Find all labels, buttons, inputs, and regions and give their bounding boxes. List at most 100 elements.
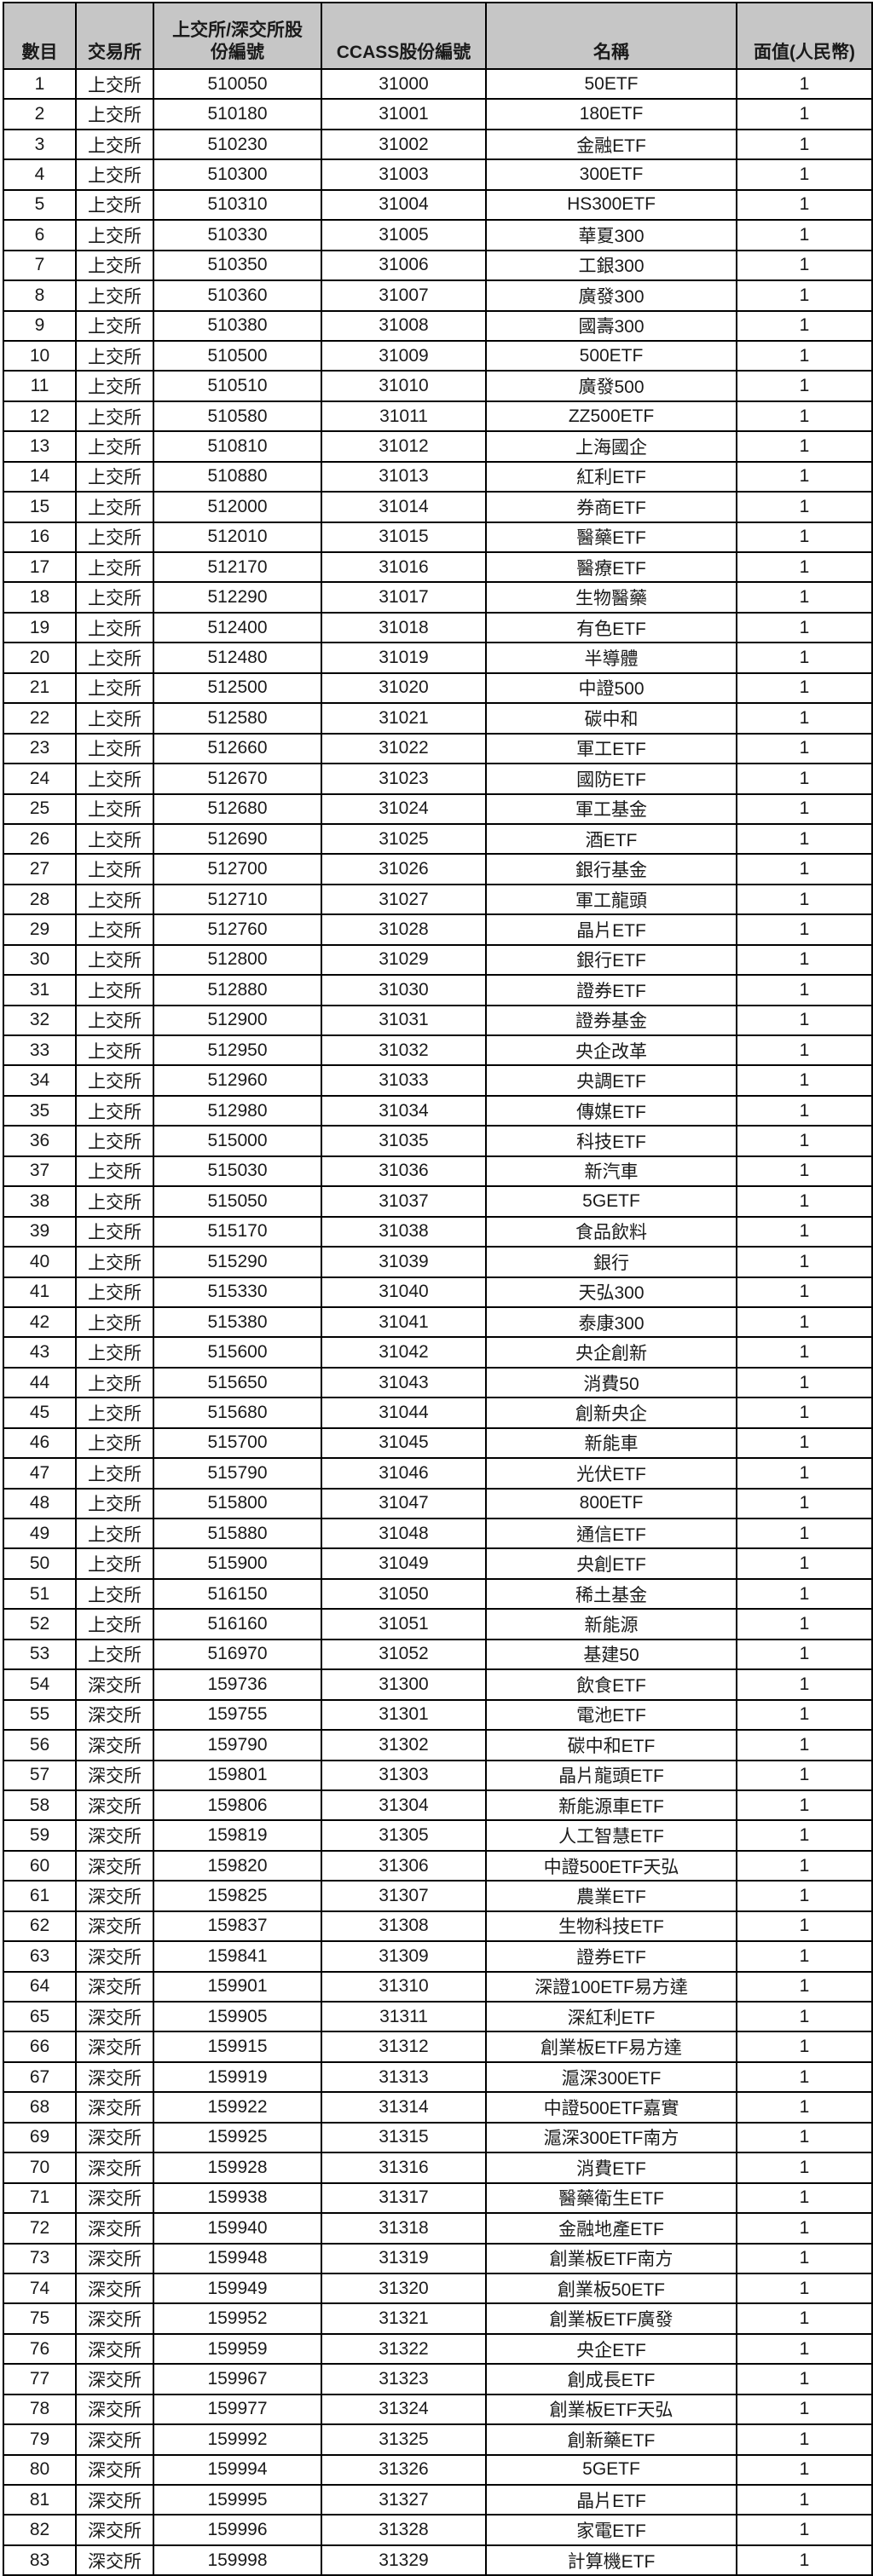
cell-stock-code: 159820 (153, 1849, 322, 1882)
cell-par-value: 1 (736, 702, 873, 735)
cell-number: 22 (3, 702, 77, 735)
cell-ccass-code: 31007 (321, 279, 487, 312)
cell-ccass-code: 31011 (321, 400, 487, 433)
cell-par-value: 1 (736, 1426, 873, 1460)
cell-ccass-code: 31023 (321, 763, 487, 795)
cell-number: 19 (3, 611, 77, 644)
cell-exchange: 上交所 (75, 702, 154, 735)
table-row: 61 深交所 159825 31307 農業ETF 1 (3, 1880, 873, 1912)
cell-name: 深證100ETF易方達 (485, 1970, 737, 2003)
cell-stock-code: 512580 (153, 702, 322, 735)
table-row: 16 上交所 512010 31015 醫藥ETF 1 (3, 521, 873, 554)
table-row: 49 上交所 515880 31048 通信ETF 1 (3, 1517, 873, 1550)
cell-number: 1 (3, 67, 77, 101)
cell-par-value: 1 (736, 1397, 873, 1429)
cell-stock-code: 515600 (153, 1336, 322, 1369)
cell-par-value: 1 (736, 1246, 873, 1278)
cell-name: 國壽300 (485, 309, 737, 342)
cell-name: 碳中和 (485, 702, 737, 735)
cell-exchange: 上交所 (75, 1064, 154, 1097)
cell-ccass-code: 31017 (321, 581, 487, 614)
table-row: 41 上交所 515330 31040 天弘300 1 (3, 1276, 873, 1308)
table-row: 74 深交所 159949 31320 創業板50ETF 1 (3, 2272, 873, 2305)
cell-stock-code: 510050 (153, 67, 322, 101)
cell-stock-code: 515700 (153, 1426, 322, 1460)
cell-stock-code: 159925 (153, 2121, 322, 2154)
table-row: 48 上交所 515800 31047 800ETF 1 (3, 1487, 873, 1520)
table-row: 70 深交所 159928 31316 消費ETF 1 (3, 2152, 873, 2184)
cell-stock-code: 515000 (153, 1125, 322, 1157)
cell-ccass-code: 31048 (321, 1517, 487, 1550)
cell-stock-code: 515290 (153, 1246, 322, 1278)
table-row: 66 深交所 159915 31312 創業板ETF易方達 1 (3, 2031, 873, 2063)
cell-ccass-code: 31322 (321, 2332, 487, 2366)
cell-number: 23 (3, 732, 77, 765)
cell-par-value: 1 (736, 763, 873, 795)
cell-name: 工銀300 (485, 249, 737, 282)
table-row: 73 深交所 159948 31319 創業板ETF南方 1 (3, 2242, 873, 2274)
cell-stock-code: 510330 (153, 219, 322, 251)
cell-ccass-code: 31050 (321, 1577, 487, 1611)
cell-stock-code: 159919 (153, 2060, 322, 2094)
table-body: 1 上交所 510050 31000 50ETF 1 2 上交所 510180 31001 180E… (3, 67, 873, 2576)
cell-name: 創成長ETF (485, 2363, 737, 2395)
cell-exchange: 上交所 (75, 1517, 154, 1550)
cell-par-value: 1 (736, 1940, 873, 1973)
cell-stock-code: 510300 (153, 158, 322, 191)
cell-name: HS300ETF (485, 188, 737, 222)
cell-name: 傳媒ETF (485, 1094, 737, 1127)
cell-par-value: 1 (736, 792, 873, 825)
table-row: 22 上交所 512580 31021 碳中和 1 (3, 702, 873, 735)
cell-name: 半導體 (485, 642, 737, 674)
table-row: 27 上交所 512700 31026 銀行基金 1 (3, 853, 873, 885)
cell-ccass-code: 31033 (321, 1064, 487, 1097)
cell-name: 電池ETF (485, 1698, 737, 1732)
cell-number: 51 (3, 1577, 77, 1611)
table-row: 26 上交所 512690 31025 酒ETF 1 (3, 822, 873, 856)
cell-stock-code: 510350 (153, 249, 322, 282)
cell-exchange: 深交所 (75, 2332, 154, 2366)
column-header-2: 上交所/深交所股 份編號 (153, 2, 322, 70)
cell-exchange: 上交所 (75, 98, 154, 130)
cell-number: 67 (3, 2060, 77, 2094)
table-row: 53 上交所 516970 31052 基建50 1 (3, 1638, 873, 1671)
cell-number: 63 (3, 1940, 77, 1973)
cell-exchange: 深交所 (75, 1698, 154, 1732)
cell-exchange: 深交所 (75, 1970, 154, 2003)
cell-ccass-code: 31038 (321, 1215, 487, 1248)
table-row: 18 上交所 512290 31017 生物醫藥 1 (3, 581, 873, 614)
cell-par-value: 1 (736, 339, 873, 372)
cell-name: 消費ETF (485, 2152, 737, 2184)
cell-number: 61 (3, 1880, 77, 1912)
cell-par-value: 1 (736, 913, 873, 946)
cell-exchange: 上交所 (75, 732, 154, 765)
cell-number: 79 (3, 2423, 77, 2456)
cell-name: 新能源車ETF (485, 1789, 737, 1822)
cell-stock-code: 510810 (153, 430, 322, 463)
cell-number: 46 (3, 1426, 77, 1460)
table-row: 37 上交所 515030 31036 新汽車 1 (3, 1155, 873, 1188)
cell-name: 銀行基金 (485, 853, 737, 885)
table-row: 57 深交所 159801 31303 晶片龍頭ETF 1 (3, 1759, 873, 1791)
cell-par-value: 1 (736, 1517, 873, 1550)
cell-par-value: 1 (736, 1910, 873, 1943)
cell-par-value: 1 (736, 370, 873, 402)
cell-stock-code: 159736 (153, 1668, 322, 1701)
table-row: 67 深交所 159919 31313 滬深300ETF 1 (3, 2060, 873, 2094)
cell-name: 中證500ETF天弘 (485, 1849, 737, 1882)
cell-number: 59 (3, 1819, 77, 1852)
cell-ccass-code: 31046 (321, 1457, 487, 1490)
cell-stock-code: 159940 (153, 2212, 322, 2245)
cell-number: 60 (3, 1849, 77, 1882)
cell-exchange: 上交所 (75, 521, 154, 554)
cell-exchange: 深交所 (75, 2363, 154, 2395)
cell-par-value: 1 (736, 2212, 873, 2245)
cell-ccass-code: 31302 (321, 1729, 487, 1761)
table-row: 83 深交所 159998 31329 計算機ETF 1 (3, 2544, 873, 2576)
table-row: 25 上交所 512680 31024 軍工基金 1 (3, 792, 873, 825)
cell-name: 醫藥衛生ETF (485, 2181, 737, 2215)
cell-ccass-code: 31001 (321, 98, 487, 130)
cell-name: 上海國企 (485, 430, 737, 463)
cell-number: 13 (3, 430, 77, 463)
cell-exchange: 上交所 (75, 1215, 154, 1248)
